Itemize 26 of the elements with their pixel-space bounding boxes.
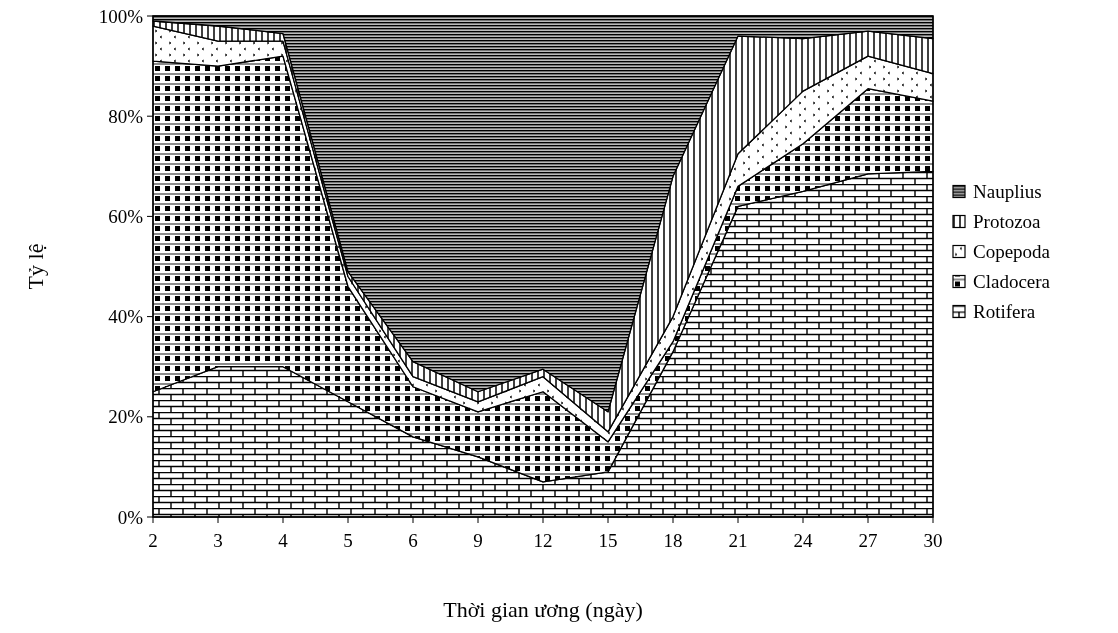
x-tick-label: 18 [663,530,683,551]
x-tick-label: 3 [213,530,223,551]
x-tick-label: 21 [728,530,748,551]
y-tick-label: 40% [108,306,144,328]
x-axis-title: Thời gian ương (ngày) [443,597,643,622]
y-tick-label: 100% [98,5,144,27]
y-axis-title: Tỷ lệ [23,243,48,290]
x-tick-label: 30 [923,530,943,551]
legend-label: Rotifera [973,301,1036,323]
x-tick-label: 6 [408,530,418,551]
x-tick-label: 27 [858,530,878,551]
legend-label: Cladocera [973,271,1051,293]
y-tick-label: 60% [108,206,144,228]
x-tick-label: 24 [793,530,813,551]
legend-label: Copepoda [973,241,1051,263]
legend-label: Protozoa [973,211,1042,233]
x-tick-label: 5 [343,530,353,551]
x-tick-label: 12 [533,530,553,551]
y-tick-label: 20% [108,406,144,428]
x-tick-label: 9 [473,530,483,551]
x-tick-label: 15 [598,530,618,551]
y-tick-label: 0% [117,506,144,528]
y-tick-label: 80% [108,105,144,127]
x-tick-label: 4 [278,530,289,551]
legend-label: Nauplius [973,181,1042,203]
x-tick-label: 2 [148,530,158,551]
